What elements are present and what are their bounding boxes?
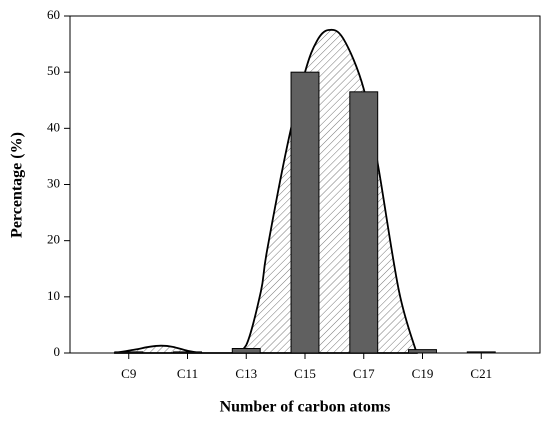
- y-tick-label: 10: [47, 288, 60, 303]
- y-tick-label: 60: [47, 7, 60, 22]
- x-tick-label: C15: [294, 366, 316, 381]
- bar: [231, 348, 261, 354]
- bar: [290, 71, 320, 354]
- x-tick-label: C17: [353, 366, 375, 381]
- bar: [349, 91, 379, 354]
- y-axis-title: Percentage (%): [9, 132, 26, 238]
- y-tick-label: 0: [54, 344, 61, 359]
- x-tick-label: C19: [412, 366, 434, 381]
- y-tick-label: 50: [47, 63, 60, 78]
- x-tick-label: C11: [177, 366, 198, 381]
- y-tick-label: 40: [47, 119, 60, 134]
- y-tick-label: 20: [47, 232, 60, 247]
- x-tick-label: C13: [235, 366, 257, 381]
- x-tick-label: C21: [470, 366, 492, 381]
- bar: [408, 349, 437, 354]
- x-axis-title: Number of carbon atoms: [220, 399, 391, 416]
- x-tick-label: C9: [121, 366, 136, 381]
- y-tick-label: 30: [47, 175, 60, 190]
